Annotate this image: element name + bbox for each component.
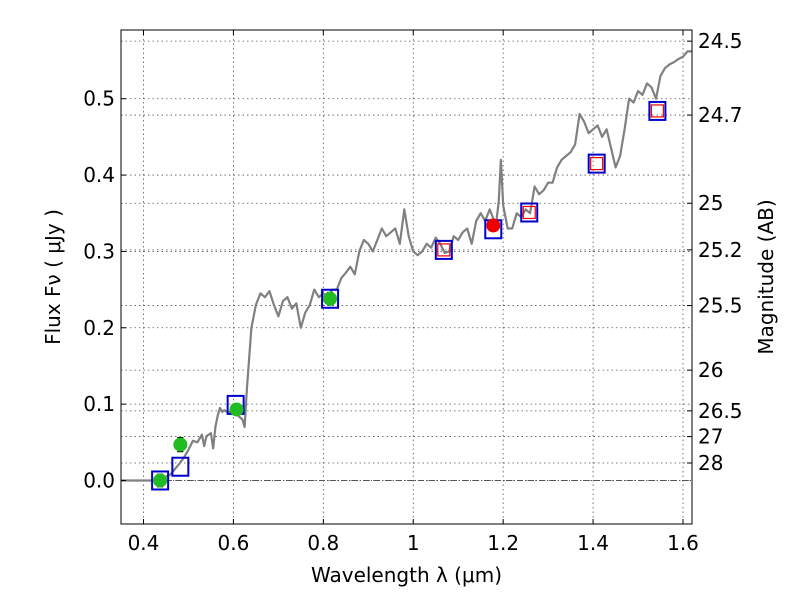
x-tick-label: 0.6 [217,531,249,555]
upper-limit-square [522,205,536,220]
y-tick-label: 0.3 [83,239,115,263]
y2-tick-label: 27 [698,425,723,449]
y2-tick-label: 28 [698,451,723,475]
upper-limit-square [437,243,451,257]
model-band-box [171,456,190,477]
y-tick-label: 0.5 [83,87,115,111]
y2-tick-label: 26 [698,358,723,382]
tick-layer: 0.4 0.6 0.8 1 1.2 1.4 1.6 0.0 0.1 0.2 0.3 0.4 0.5 24.… [83,29,742,555]
data-layer [121,50,692,491]
upper-limit-square [590,157,604,171]
y2-tick-label: 25.5 [698,294,743,318]
model-band-box [520,202,539,223]
measured-flux-point [229,402,244,417]
y-tick-label: 0.4 [83,163,115,187]
y-tick-label: 0.0 [83,468,115,492]
x-tick-label: 0.4 [128,531,160,555]
y2-tick-label: 25 [698,191,723,215]
y-tick-label: 0.2 [83,316,115,340]
grid-layer [121,30,692,524]
y-tick-label: 0.1 [83,392,115,416]
plot-frame [120,29,693,525]
x-tick-label: 1.4 [577,531,609,555]
x-tick-label: 0.8 [307,531,339,555]
x-tick-label: 1.2 [487,531,519,555]
y2-axis-label: Magnitude (AB) [754,199,778,354]
y2-tick-label: 24.5 [698,29,743,53]
model-band-box [587,153,606,174]
measured-flux-point [173,437,188,452]
y2-tick-label: 25.2 [698,238,743,262]
upper-limit-square [650,104,664,118]
y-axis-label: Flux Fν ( μJy ) [41,209,65,345]
y2-tick-label: 26.5 [698,399,743,423]
x-axis-label: Wavelength λ (μm) [311,563,502,587]
model-band-box [648,100,667,121]
model-band-box [151,470,170,491]
x-tick-label: 1.6 [667,531,699,555]
x-tick-label: 1 [407,531,420,555]
measured-flux-point [486,218,501,233]
measured-flux-point [153,473,168,488]
model-spectrum-line [121,50,692,482]
measured-flux-point [323,291,338,306]
model-band-box [321,288,340,309]
model-band-box [434,239,453,260]
y2-tick-label: 24.7 [698,103,743,127]
